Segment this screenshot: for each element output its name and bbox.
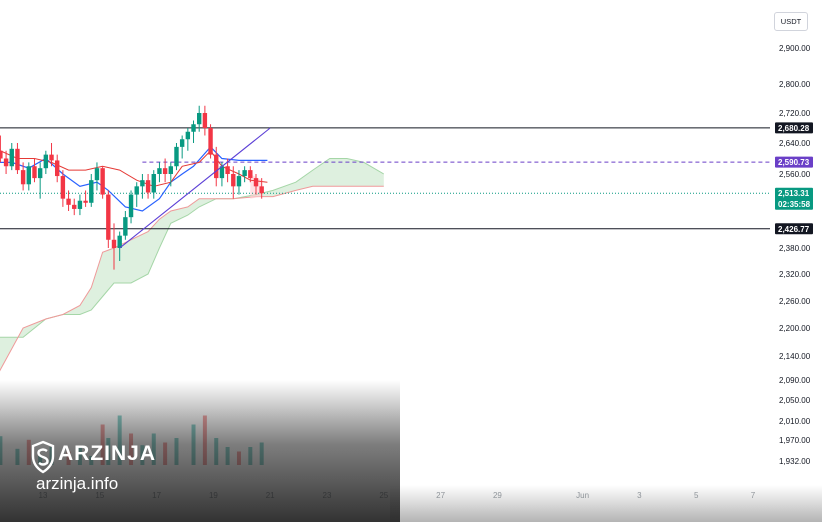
candle-body	[37, 168, 43, 179]
watermark-overlay	[0, 380, 400, 522]
candle-body	[208, 128, 213, 155]
candle-body	[55, 160, 60, 177]
candle-body	[151, 174, 156, 193]
candle-body	[49, 154, 54, 161]
candle-body	[259, 186, 264, 194]
bottom-shade	[390, 485, 822, 522]
candle-body	[197, 113, 202, 125]
candle-body	[111, 239, 117, 248]
candle-body	[43, 154, 49, 169]
y-tick-label: 2,320.00	[779, 270, 811, 279]
candle-body	[123, 217, 128, 236]
last-price-tag-bg	[775, 187, 813, 210]
y-tick-label: 2,140.00	[779, 352, 811, 361]
y-tick-label: 2,090.00	[779, 376, 811, 385]
candle-body	[225, 166, 230, 174]
y-tick-label: 1,970.00	[779, 436, 811, 445]
senkou-span-b	[0, 185, 384, 372]
candle-body	[202, 113, 208, 128]
candle-body	[248, 170, 253, 179]
ichimoku-cloud	[0, 158, 384, 371]
candle-body	[77, 200, 83, 209]
level-tag-0-bg	[775, 122, 813, 134]
candle-body	[117, 235, 122, 248]
candle-body	[242, 170, 247, 177]
candle-body	[134, 186, 139, 195]
candle-body	[174, 146, 179, 167]
candle-body	[162, 168, 168, 174]
brand-url: arzinja.info	[36, 474, 119, 493]
candle-body	[219, 166, 225, 179]
y-tick-label: 2,010.00	[779, 417, 811, 426]
candle-body	[94, 168, 100, 181]
candle-body	[231, 174, 236, 187]
y-tick-label: 2,640.00	[779, 139, 811, 148]
candle-body	[185, 131, 191, 140]
y-tick-label: 1,932.00	[779, 457, 811, 466]
candle-body	[191, 124, 196, 132]
y-tick-label: 2,260.00	[779, 297, 811, 306]
candle-body	[89, 180, 94, 203]
candle-body	[15, 148, 20, 171]
y-tick-label: 2,380.00	[779, 244, 811, 253]
y-tick-label: 2,560.00	[779, 170, 811, 179]
x-tick-label: 27	[436, 491, 445, 500]
candle-body	[32, 166, 37, 179]
level-tag-1-bg	[775, 223, 813, 235]
candle-body	[20, 170, 26, 185]
candle-body	[60, 176, 66, 199]
senkou-span-a	[0, 158, 385, 338]
y-tick-label: 2,800.00	[779, 80, 811, 89]
candle-body	[72, 204, 77, 209]
currency-label[interactable]: USDT	[774, 12, 808, 31]
candle-body	[179, 139, 185, 147]
candle-body	[253, 178, 259, 187]
candle-body	[214, 154, 219, 179]
candle-body	[100, 168, 105, 195]
candle-body	[83, 200, 88, 203]
y-tick-label: 2,050.00	[779, 396, 811, 405]
last-price-tag-countdown: 02:35:58	[778, 200, 811, 209]
x-tick-label: Jun	[576, 491, 589, 500]
candle-body	[128, 194, 134, 218]
y-tick-label: 2,720.00	[779, 109, 811, 118]
candle-body	[106, 194, 111, 240]
trend-line	[119, 127, 271, 249]
candle-body	[26, 166, 31, 185]
candle-body	[157, 168, 162, 174]
y-tick-label: 2,200.00	[779, 324, 811, 333]
x-tick-label: 7	[751, 491, 756, 500]
level-tag-2-bg	[775, 156, 813, 168]
level-tag-2: 2,590.73	[778, 158, 810, 167]
candle-body	[0, 150, 3, 159]
candle-body	[236, 176, 242, 187]
last-price-tag: 2,513.31	[778, 189, 810, 198]
level-tag-1: 2,426.77	[778, 225, 810, 234]
level-tag-0: 2,680.28	[778, 124, 810, 133]
candle-body	[168, 166, 173, 174]
candle-body	[140, 180, 145, 187]
arzinja-logo-icon	[31, 440, 55, 474]
candle-body	[66, 198, 71, 205]
x-tick-label: 5	[694, 491, 699, 500]
x-tick-label: 29	[493, 491, 502, 500]
brand-name: ARZINJA	[58, 442, 157, 465]
candle-body	[9, 148, 14, 167]
y-tick-label: 2,900.00	[779, 44, 811, 53]
candle-body	[145, 180, 151, 193]
x-tick-label: 3	[637, 491, 642, 500]
candle-body	[3, 158, 9, 167]
